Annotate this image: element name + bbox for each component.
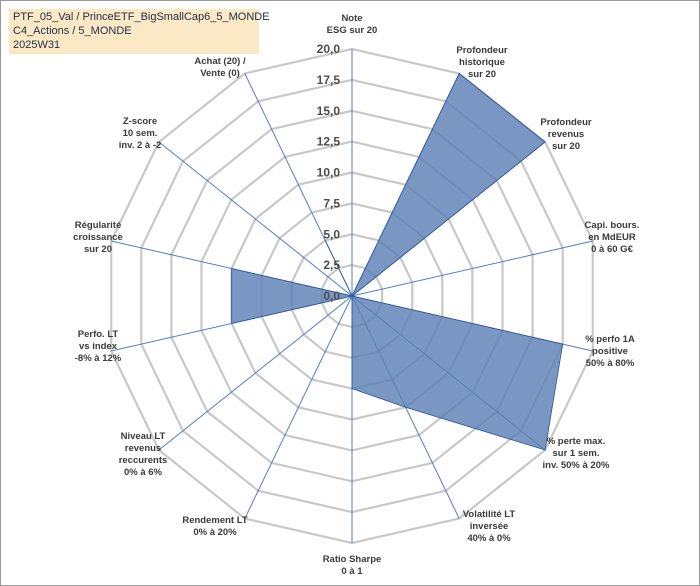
axis-label: Niveau LT revenus reccurents 0% à 6% [119,431,168,478]
axis-label: Rendement LT 0% à 20% [182,515,247,538]
tick-label: 10,0 [317,166,341,180]
axis-label: Perfo. LT vs index -8% à 12% [75,329,122,364]
title-line-2: C4_Actions / 5_MONDE [13,25,132,37]
tick-label: 12,5 [317,135,341,149]
title-line-3: 2025W31 [13,39,61,51]
tick-label: 20,0 [317,42,341,56]
axis-label: Régularité croissance sur 20 [73,220,123,255]
tick-label: 17,5 [317,73,341,87]
tick-label: 15,0 [317,104,341,118]
axis-label: Profondeur historique sur 20 [456,45,507,80]
title-line-1: PTF_05_Val / PrinceETF_BigSmallCap6_5_MO… [13,11,270,23]
tick-label: 2,5 [323,258,340,272]
axis-label: Note ESG sur 20 [327,13,378,36]
axis-spoke [244,295,353,519]
axis-label: % perte max. sur 1 sem. inv. 50% à 20% [543,436,610,471]
tick-label: 7,5 [323,196,340,210]
axis-label: Z-score 10 sem. inv. 2 à -2 [119,116,162,151]
tick-label: 5,0 [323,227,340,241]
axis-spoke [158,141,353,297]
axis-label: % perfo 1A positive 50% à 80% [585,334,635,369]
axis-label: Ratio Sharpe 0 à 1 [323,554,382,577]
axis-label: Volatilité LT inversée 40% à 0% [463,509,516,544]
series-area [231,72,564,451]
title-box: PTF_05_Val / PrinceETF_BigSmallCap6_5_MO… [9,9,270,54]
tick-label: 0,0 [323,289,340,303]
axis-spoke [351,240,593,297]
axis-label: Capi. bours. en MdEUR 0 à 60 G€ [585,220,640,255]
axis-label: Profondeur revenus sur 20 [540,117,591,152]
axis-spoke [158,295,353,451]
